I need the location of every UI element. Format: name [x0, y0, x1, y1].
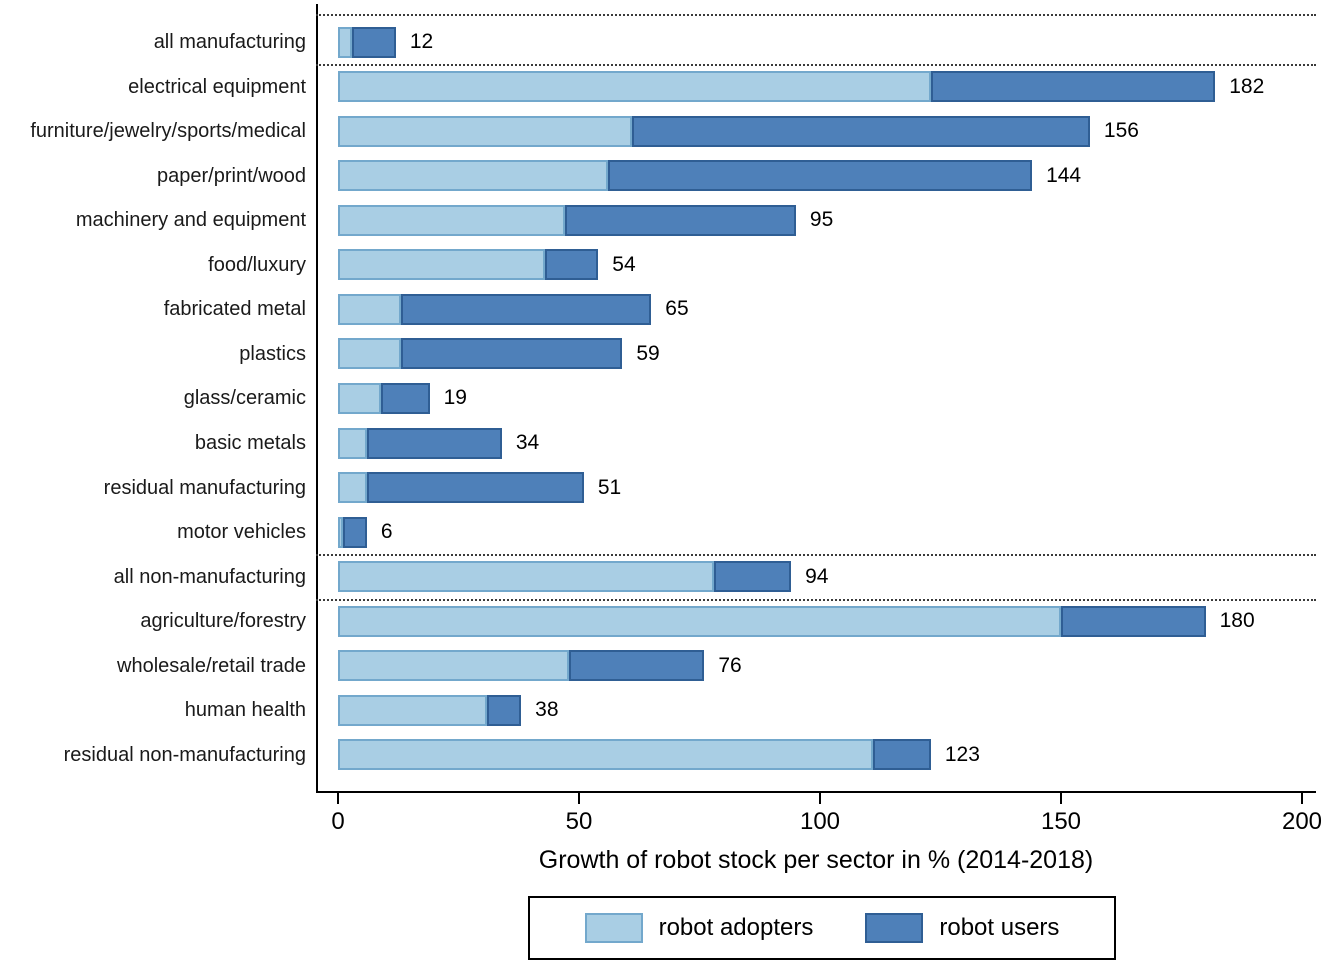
bar-segment-robot-users [342, 516, 367, 548]
category-label: plastics [239, 342, 306, 365]
bar-value-label: 51 [597, 475, 622, 499]
bar-segment-robot-users [487, 694, 522, 726]
bar-value-label: 59 [636, 341, 660, 365]
bar-segment-robot-adopters [338, 160, 608, 192]
x-axis-tick-label: 150 [1040, 808, 1082, 835]
bar-segment-robot-adopters [338, 739, 874, 771]
y-axis-line [316, 4, 318, 793]
bar-segment-robot-adopters [338, 293, 401, 325]
bar-segment-robot-adopters [338, 249, 546, 281]
legend-entry-adopters: robot adopters [584, 913, 814, 943]
bar-segment-robot-users [569, 650, 705, 682]
bar-segment-robot-adopters [338, 338, 401, 370]
bar-value-label: 38 [535, 698, 559, 722]
category-label: agriculture/forestry [140, 610, 306, 633]
legend: robot adopters robot users [528, 896, 1116, 960]
category-label: wholesale/retail trade [117, 654, 306, 677]
category-label: all manufacturing [153, 31, 306, 53]
category-label: all non-manufacturing [113, 565, 306, 588]
category-label: human health [184, 699, 306, 722]
bar-segment-robot-users [564, 204, 796, 236]
category-label: residual manufacturing [103, 476, 306, 499]
category-label: furniture/jewelry/sports/medical [30, 120, 306, 143]
x-axis-tick-label: 100 [799, 808, 841, 835]
x-axis-line [316, 791, 1316, 793]
bar-value-label: 6 [380, 520, 393, 544]
legend-entry-users: robot users [865, 913, 1059, 943]
bar-segment-robot-adopters [338, 204, 565, 236]
dotted-separator [316, 64, 1316, 67]
bar-value-label: 76 [718, 653, 742, 677]
bar-segment-robot-users [632, 115, 1090, 147]
bar-value-label: 94 [805, 564, 829, 588]
category-label: paper/print/wood [157, 164, 306, 187]
bar-segment-robot-users [366, 472, 584, 504]
bar-value-label: 65 [665, 297, 689, 321]
x-axis-tick-label: 200 [1281, 808, 1323, 835]
bar-segment-robot-users [545, 249, 599, 281]
dotted-separator [316, 554, 1316, 557]
bar-value-label: 95 [809, 208, 834, 232]
bar-value-label: 34 [515, 431, 540, 455]
category-label: fabricated metal [163, 298, 306, 321]
x-axis-tick [819, 793, 821, 804]
category-label: basic metals [194, 432, 306, 455]
bar-value-label: 19 [443, 386, 467, 410]
bar-value-label: 12 [409, 30, 434, 53]
bar-segment-robot-users [713, 561, 792, 593]
bar-segment-robot-users [1061, 605, 1206, 637]
bar-segment-robot-users [607, 160, 1033, 192]
category-label: residual non-manufacturing [63, 743, 306, 766]
x-axis-tick-label: 0 [331, 808, 345, 835]
bar-value-label: 54 [612, 252, 636, 276]
x-axis-tick [578, 793, 580, 804]
bar-segment-robot-adopters [338, 472, 367, 504]
dotted-separator [316, 599, 1316, 601]
bar-segment-robot-users [930, 71, 1216, 103]
legend-label-adopters: robot adopters [658, 914, 814, 941]
bar-segment-robot-users [873, 739, 931, 771]
bar-segment-robot-adopters [338, 427, 367, 459]
bar-value-label: 180 [1219, 609, 1255, 633]
category-label: glass/ceramic [183, 387, 306, 410]
bar-segment-robot-users [381, 382, 430, 414]
category-label: machinery and equipment [75, 209, 306, 232]
bar-segment-robot-adopters [338, 26, 353, 58]
bar-segment-robot-adopters [338, 71, 931, 103]
x-axis-tick [1301, 793, 1303, 804]
bar-segment-robot-users [352, 26, 396, 58]
bar-segment-robot-adopters [338, 561, 714, 593]
bar-value-label: 144 [1046, 163, 1082, 187]
bar-value-label: 182 [1229, 74, 1265, 98]
bar-segment-robot-adopters [338, 516, 343, 548]
bar-segment-robot-users [400, 338, 623, 370]
dotted-separator [316, 14, 1316, 16]
bar-segment-robot-adopters [338, 694, 488, 726]
x-axis-tick-label: 50 [565, 808, 593, 835]
bar-value-label: 156 [1103, 119, 1139, 143]
category-label: food/luxury [208, 253, 306, 276]
bar-segment-robot-users [366, 427, 502, 459]
x-axis-tick [337, 793, 339, 804]
legend-swatch-users [865, 913, 924, 943]
bar-segment-robot-users [400, 293, 652, 325]
bar-segment-robot-adopters [338, 605, 1061, 637]
x-axis-title: Growth of robot stock per sector in % (2… [538, 846, 1094, 874]
category-label: motor vehicles [177, 521, 306, 544]
bar-segment-robot-adopters [338, 650, 570, 682]
legend-label-users: robot users [939, 914, 1060, 941]
bar-segment-robot-adopters [338, 115, 633, 147]
x-axis-tick [1060, 793, 1062, 804]
category-label: electrical equipment [128, 75, 306, 98]
bar-value-label: 123 [944, 742, 980, 766]
bar-segment-robot-adopters [338, 382, 382, 414]
legend-swatch-adopters [584, 913, 643, 943]
